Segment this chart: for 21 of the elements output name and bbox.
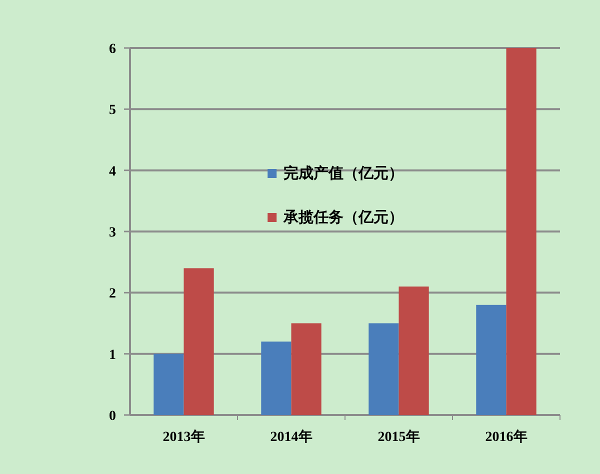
x-tick-label: 2015年 [378, 429, 420, 445]
legend-label: 承揽任务（亿元） [282, 208, 404, 226]
x-tick-label: 2014年 [270, 429, 312, 445]
x-tick-label: 2016年 [485, 429, 528, 445]
bar [261, 342, 292, 415]
y-tick-label: 3 [109, 226, 116, 240]
y-tick-label: 6 [109, 42, 116, 57]
bar [291, 323, 322, 415]
bar [368, 323, 399, 415]
x-tick-label: 2013年 [162, 429, 205, 445]
bar [506, 48, 536, 415]
y-tick-label: 1 [109, 348, 116, 363]
y-tick-label: 5 [109, 103, 116, 118]
bar [154, 354, 184, 415]
y-tick-label: 2 [109, 286, 116, 302]
bar [184, 268, 214, 415]
bar [398, 286, 429, 415]
y-tick-label: 0 [109, 409, 116, 424]
legend-label: 完成产值（亿元） [284, 164, 404, 182]
y-tick-label: 4 [109, 164, 116, 180]
bar [476, 304, 506, 415]
